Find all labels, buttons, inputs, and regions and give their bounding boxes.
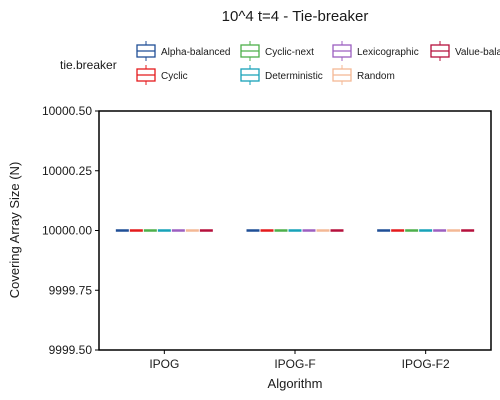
- box-cyclic-next: [405, 229, 419, 232]
- box-lexicographic: [433, 229, 447, 232]
- legend-label: Deterministic: [265, 71, 323, 82]
- legend-label: Cyclic-next: [265, 47, 314, 58]
- x-tick-label: IPOG-F: [274, 357, 315, 371]
- y-tick-label: 10000.00: [42, 224, 92, 238]
- box-deterministic: [157, 229, 171, 232]
- legend-item: Alpha-balanced: [136, 41, 231, 61]
- legend-item: Cyclic-next: [240, 41, 314, 61]
- y-tick-label: 9999.50: [49, 343, 93, 357]
- legend-label: Alpha-balanced: [161, 47, 231, 58]
- box-cyclic-next: [143, 229, 157, 232]
- legend-item: Value-balanced: [430, 41, 500, 61]
- box-alpha-balanced: [115, 229, 129, 232]
- y-tick-label: 10000.25: [42, 164, 92, 178]
- box-deterministic: [419, 229, 433, 232]
- legend-item: Deterministic: [240, 65, 323, 85]
- legend-label: Cyclic: [161, 71, 188, 82]
- legend-label: Random: [357, 71, 395, 82]
- box-value-balanced: [461, 229, 475, 232]
- legend: Alpha-balanced Cyclic Cyclic-next Determini…: [136, 41, 500, 85]
- y-axis-title: Covering Array Size (N): [7, 162, 22, 299]
- box-deterministic: [288, 229, 302, 232]
- x-axis: IPOG IPOG-F IPOG-F2: [149, 350, 450, 371]
- box-lexicographic: [302, 229, 316, 232]
- legend-title: tie.breaker: [60, 58, 117, 72]
- legend-label: Lexicographic: [357, 47, 419, 58]
- box-value-balanced: [199, 229, 213, 232]
- box-random: [185, 229, 199, 232]
- x-axis-title: Algorithm: [268, 376, 323, 391]
- box-alpha-balanced: [246, 229, 260, 232]
- plot-panel-border: [98, 110, 492, 351]
- chart-title: 10^4 t=4 - Tie-breaker: [222, 8, 369, 25]
- legend-item: Random: [332, 65, 395, 85]
- plot-marks: [115, 229, 475, 232]
- box-alpha-balanced: [377, 229, 391, 232]
- y-tick-label: 9999.75: [49, 283, 93, 297]
- box-random: [447, 229, 461, 232]
- y-tick-label: 10000.50: [42, 104, 92, 118]
- box-cyclic: [260, 229, 274, 232]
- x-tick-label: IPOG: [149, 357, 179, 371]
- legend-item: Lexicographic: [332, 41, 419, 61]
- box-cyclic: [129, 229, 143, 232]
- legend-item: Cyclic: [136, 65, 188, 85]
- box-cyclic-next: [274, 229, 288, 232]
- box-lexicographic: [171, 229, 185, 232]
- y-axis: 9999.50 9999.75 10000.00 10000.25 10000.50: [42, 104, 99, 357]
- box-value-balanced: [330, 229, 344, 232]
- x-tick-label: IPOG-F2: [402, 357, 450, 371]
- legend-label: Value-balanced: [455, 47, 500, 58]
- box-random: [316, 229, 330, 232]
- box-cyclic: [391, 229, 405, 232]
